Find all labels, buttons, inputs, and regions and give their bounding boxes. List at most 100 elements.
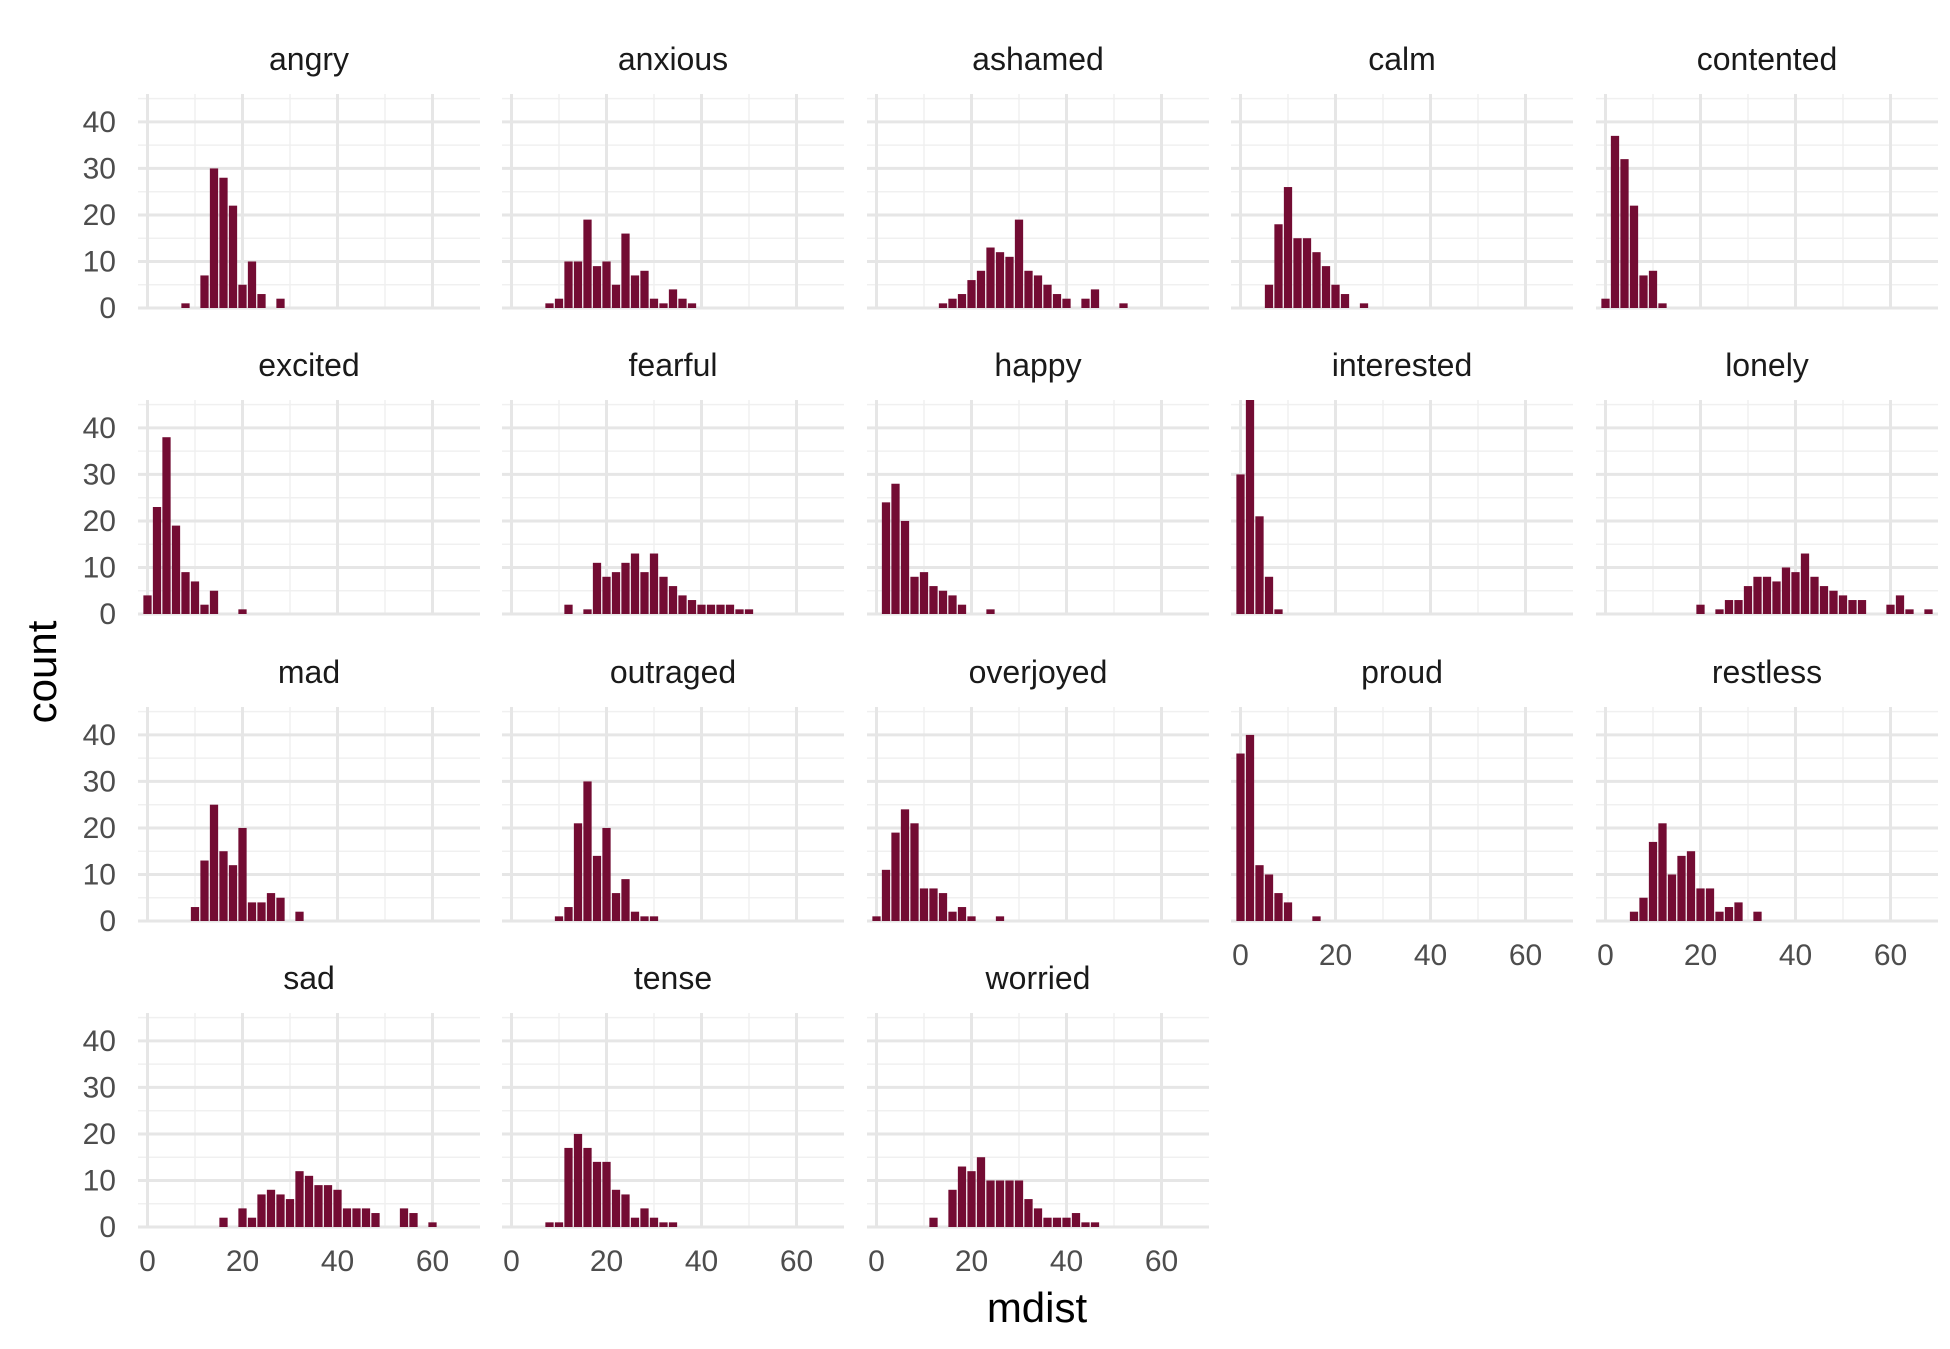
histogram-bar — [573, 823, 583, 921]
histogram-bar — [678, 298, 687, 308]
histogram-bar — [640, 270, 649, 308]
histogram-bar — [1014, 1180, 1024, 1227]
histogram-bar — [247, 261, 257, 308]
x-tick-label: 20 — [955, 1245, 988, 1278]
histogram-bar — [919, 572, 929, 614]
facet-panel-excited: excited 0 10 20 30 40 — [83, 347, 480, 631]
histogram-bar — [1705, 888, 1715, 921]
facet-panel-sad: sad 0 10 20 30 40 0 20 40 60 — [83, 960, 480, 1278]
histogram-bar — [171, 525, 181, 614]
histogram-bar — [948, 1189, 957, 1227]
y-tick-label: 20 — [83, 505, 116, 538]
y-tick-label: 40 — [83, 412, 116, 445]
histogram-bar — [1245, 400, 1255, 614]
y-tick-label: 10 — [83, 1164, 116, 1197]
histogram-bar — [678, 595, 687, 614]
histogram-bar — [209, 804, 219, 921]
facet-title: lonely — [1725, 347, 1809, 383]
histogram-bar — [1772, 581, 1781, 614]
histogram-bar — [276, 298, 285, 308]
histogram-bar — [564, 261, 573, 308]
facet-title: angry — [269, 41, 349, 77]
facet-title: interested — [1332, 347, 1473, 383]
histogram-bar — [1312, 916, 1321, 921]
histogram-bar — [1255, 516, 1264, 614]
histogram-bar — [967, 1171, 976, 1227]
histogram-bar — [1601, 298, 1610, 308]
histogram-bar — [995, 252, 1005, 308]
y-tick-label: 20 — [83, 199, 116, 232]
histogram-bar — [295, 911, 304, 921]
histogram-bar — [573, 261, 583, 308]
y-tick-label: 10 — [83, 551, 116, 584]
histogram-bar — [948, 911, 957, 921]
histogram-bar — [554, 298, 564, 308]
histogram-bar — [361, 1208, 371, 1227]
y-tick-label: 20 — [83, 1118, 116, 1151]
histogram-bar — [630, 1217, 640, 1227]
histogram-bar — [1321, 266, 1331, 308]
y-tick-label: 40 — [83, 1025, 116, 1058]
histogram-bar — [602, 1161, 611, 1227]
histogram-bar — [219, 177, 228, 308]
histogram-bar — [399, 1208, 409, 1227]
histogram-bar — [181, 572, 190, 614]
x-tick-label: 20 — [226, 1245, 259, 1278]
histogram-bar — [1090, 289, 1100, 308]
facet-panel-ashamed: ashamed — [867, 41, 1209, 310]
histogram-bar — [266, 1189, 276, 1227]
histogram-bar — [295, 1171, 304, 1227]
histogram-bar — [1359, 303, 1369, 308]
histogram-bar — [1791, 572, 1800, 614]
facet-title: outraged — [610, 654, 736, 690]
histogram-bar — [1667, 874, 1677, 921]
histogram-bar — [564, 1147, 573, 1227]
y-tick-label: 0 — [99, 292, 116, 325]
histogram-bar — [583, 609, 592, 614]
histogram-bar — [910, 576, 919, 614]
histogram-bar — [891, 832, 900, 921]
histogram-bar — [1781, 567, 1791, 614]
y-tick-label: 30 — [83, 458, 116, 491]
histogram-bar — [1081, 1222, 1090, 1227]
x-tick-label: 40 — [1414, 939, 1447, 972]
histogram-bar — [630, 911, 640, 921]
histogram-bar — [1810, 576, 1819, 614]
histogram-bar — [323, 1185, 333, 1227]
facet-panels: angry 0 10 20 30 40 anxious ashamed calm contente… — [83, 41, 1938, 1278]
facet-panel-tense: tense 0 20 40 60 — [502, 960, 844, 1278]
facet-panel-proud: proud 0 20 40 60 — [1231, 654, 1573, 972]
histogram-bar — [1264, 874, 1274, 921]
histogram-bar — [247, 902, 257, 921]
histogram-bar — [1696, 888, 1705, 921]
facet-panel-angry: angry 0 10 20 30 40 — [83, 41, 480, 325]
facet-panel-worried: worried 0 20 40 60 — [867, 960, 1209, 1278]
histogram-bar — [1024, 1199, 1033, 1227]
histogram-bar — [1753, 576, 1762, 614]
x-tick-label: 60 — [1509, 939, 1542, 972]
histogram-bar — [938, 590, 948, 614]
histogram-bar — [1658, 303, 1667, 308]
facet-title: anxious — [618, 41, 728, 77]
histogram-bar — [1724, 600, 1734, 614]
histogram-bar — [1245, 734, 1255, 921]
histogram-bar — [881, 869, 891, 921]
histogram-bar — [238, 827, 247, 921]
histogram-bar — [986, 1180, 995, 1227]
histogram-bar — [266, 893, 276, 921]
facet-panel-restless: restless 0 20 40 60 — [1596, 654, 1938, 972]
histogram-bar — [611, 572, 621, 614]
x-tick-label: 40 — [1050, 1245, 1083, 1278]
histogram-bar — [976, 1157, 986, 1227]
histogram-bar — [1014, 219, 1024, 308]
histogram-bar — [659, 1222, 668, 1227]
histogram-bar — [1734, 600, 1743, 614]
histogram-bar — [1753, 911, 1762, 921]
histogram-bar — [1838, 595, 1848, 614]
histogram-bar — [592, 1161, 602, 1227]
histogram-bar — [649, 298, 659, 308]
histogram-bar — [1857, 600, 1867, 614]
histogram-bar — [938, 303, 948, 308]
histogram-bar — [611, 893, 621, 921]
facet-panel-calm: calm — [1231, 41, 1573, 310]
